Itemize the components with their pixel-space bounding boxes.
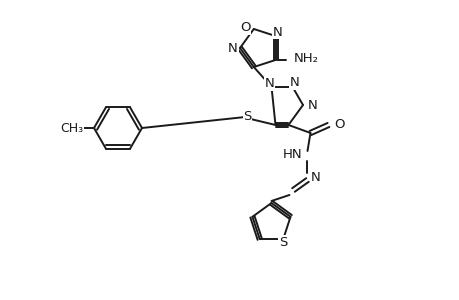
Text: S: S [243, 110, 251, 124]
Text: NH₂: NH₂ [294, 52, 319, 65]
Text: S: S [279, 236, 287, 249]
Text: N: N [272, 26, 281, 39]
Text: N: N [310, 172, 319, 184]
Text: HN: HN [282, 148, 302, 161]
Text: CH₃: CH₃ [60, 122, 84, 134]
Text: O: O [334, 118, 344, 131]
Text: N: N [228, 41, 237, 55]
Text: N: N [308, 98, 317, 112]
Text: N: N [264, 77, 274, 90]
Text: O: O [240, 22, 250, 34]
Text: N: N [289, 76, 299, 89]
